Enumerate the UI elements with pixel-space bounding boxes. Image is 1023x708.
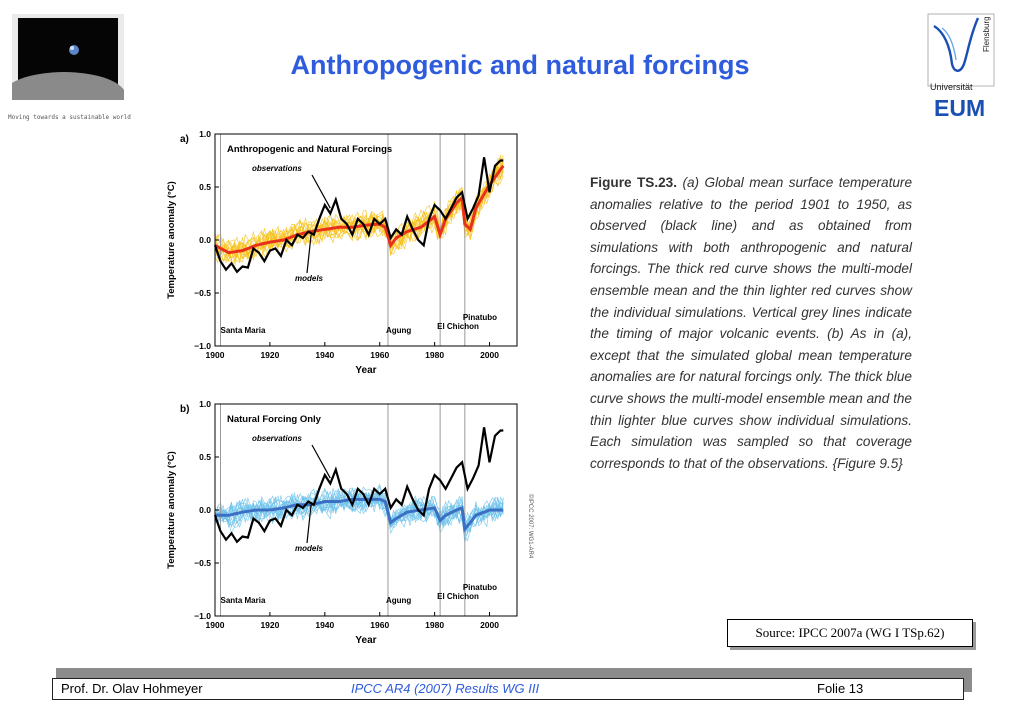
annotation-arrow [306, 504, 312, 544]
x-tick-label: 1960 [370, 350, 389, 360]
x-tick-label: 1920 [260, 620, 279, 630]
volcano-label: Pinatubo [463, 583, 497, 592]
x-tick-label: 1920 [260, 350, 279, 360]
y-axis-label: Temperature anomaly (°C) [166, 451, 177, 569]
y-tick-label: −0.5 [194, 558, 211, 568]
panel-label: a) [180, 134, 189, 145]
y-tick-label: −1.0 [194, 341, 211, 351]
y-tick-label: −1.0 [194, 611, 211, 621]
ensemble-mean-line [214, 164, 505, 255]
x-tick-label: 1900 [206, 350, 225, 360]
volcano-label: El Chichon [437, 592, 479, 601]
footer-author: Prof. Dr. Olav Hohmeyer [61, 681, 203, 696]
source-text: Source: IPCC 2007a (WG I TSp.62) [755, 625, 945, 640]
y-tick-label: 0.5 [199, 182, 211, 192]
footer-slide-number: Folie 13 [817, 681, 864, 696]
y-tick-label: 1.0 [199, 129, 211, 139]
y-tick-label: 0.5 [199, 452, 211, 462]
x-tick-label: 1960 [370, 620, 389, 630]
model-run-line [214, 491, 504, 537]
x-tick-label: 1980 [425, 620, 444, 630]
volcano-label: Pinatubo [463, 313, 497, 322]
panel-label: b) [180, 404, 189, 415]
y-tick-label: 1.0 [199, 399, 211, 409]
volcano-label: Agung [386, 326, 411, 335]
model-run-line [214, 164, 504, 258]
caption-lead: Figure TS.23. [590, 175, 678, 190]
volcano-label: Agung [386, 596, 411, 605]
x-tick-label: 1900 [206, 620, 225, 630]
logo-text-universitaet: Universität [930, 82, 973, 92]
caption-body: (a) Global mean surface temperature anom… [590, 175, 913, 471]
logo-text-eum: EUM [934, 95, 985, 121]
y-tick-label: 0.0 [199, 235, 211, 245]
observations-line [213, 427, 504, 544]
tagline: Moving towards a sustainable world [8, 114, 131, 121]
annotation-arrow [311, 444, 331, 479]
models-annotation: models [295, 544, 324, 553]
x-tick-label: 2000 [480, 620, 499, 630]
x-tick-label: 1940 [315, 350, 334, 360]
model-run-line [214, 485, 504, 537]
observations-annotation: observations [252, 434, 302, 443]
x-tick-label: 2000 [480, 350, 499, 360]
observations-annotation: observations [252, 164, 302, 173]
x-tick-label: 1940 [315, 620, 334, 630]
y-tick-label: −0.5 [194, 288, 211, 298]
x-tick-label: 1980 [425, 350, 444, 360]
x-axis-label: Year [355, 635, 376, 646]
slide-title: Anthropogenic and natural forcings [290, 50, 750, 80]
figure-caption: Figure TS.23. (a) Global mean surface te… [590, 172, 912, 474]
models-annotation: models [295, 274, 324, 283]
chart-title: Anthropogenic and Natural Forcings [227, 144, 392, 155]
observations-line [213, 157, 504, 274]
footer-subject: IPCC AR4 (2007) Results WG III [351, 681, 540, 696]
model-run-line [214, 487, 504, 535]
earth-logo [12, 14, 124, 100]
volcano-label: El Chichon [437, 322, 479, 331]
annotation-arrow [306, 234, 312, 274]
volcano-label: Santa Maria [220, 326, 265, 335]
source-box: Source: IPCC 2007a (WG I TSp.62) [727, 619, 973, 647]
chart-title: Natural Forcing Only [227, 414, 322, 425]
x-axis-label: Year [355, 365, 376, 376]
logo-text-flensburg: Flensburg [982, 16, 991, 52]
footer-bar: Prof. Dr. Olav Hohmeyer IPCC AR4 (2007) … [52, 678, 964, 700]
model-run-line [214, 157, 504, 259]
y-tick-label: 0.0 [199, 505, 211, 515]
annotation-arrow [311, 174, 331, 209]
watermark: ©IPCC 2007: WG1-AR4 [527, 494, 534, 559]
volcano-label: Santa Maria [220, 596, 265, 605]
y-axis-label: Temperature anomaly (°C) [166, 181, 177, 299]
university-logo: Universität Flensburg EUM [927, 13, 995, 121]
ensemble-mean-line [215, 497, 504, 533]
